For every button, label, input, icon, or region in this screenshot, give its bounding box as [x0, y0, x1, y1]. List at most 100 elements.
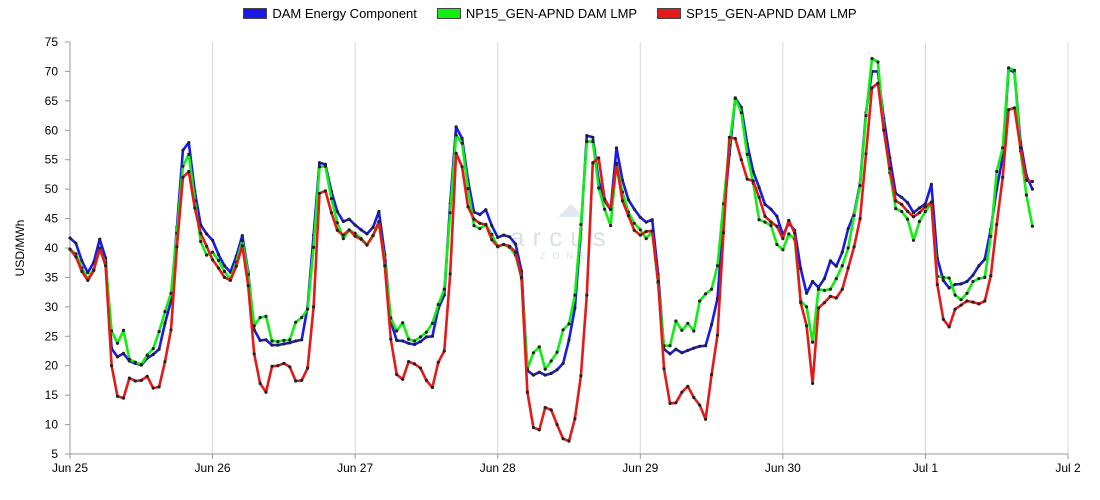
data-point[interactable] [787, 218, 791, 222]
data-point[interactable] [650, 229, 654, 233]
data-point[interactable] [686, 384, 690, 388]
data-point[interactable] [917, 219, 922, 224]
data-point[interactable] [240, 239, 244, 243]
data-point[interactable] [876, 81, 880, 85]
data-point[interactable] [692, 346, 696, 350]
data-point[interactable] [199, 239, 203, 244]
data-point[interactable] [127, 357, 131, 361]
data-point[interactable] [763, 220, 767, 224]
data-point[interactable] [603, 197, 607, 201]
data-point[interactable] [775, 224, 779, 228]
data-point[interactable] [86, 278, 90, 282]
data-point[interactable] [365, 243, 369, 247]
data-point[interactable] [805, 291, 809, 295]
data-point[interactable] [341, 219, 345, 224]
data-point[interactable] [216, 258, 221, 262]
data-point[interactable] [466, 205, 470, 209]
data-point[interactable] [205, 232, 209, 236]
data-point[interactable] [846, 266, 850, 270]
data-point[interactable] [900, 195, 904, 199]
data-point[interactable] [965, 291, 969, 295]
data-point[interactable] [1018, 146, 1023, 150]
data-point[interactable] [644, 237, 648, 241]
data-point[interactable] [282, 361, 286, 365]
data-point[interactable] [531, 373, 536, 377]
data-point[interactable] [947, 276, 951, 280]
data-point[interactable] [906, 201, 910, 205]
data-point[interactable] [74, 241, 78, 245]
data-point[interactable] [145, 374, 149, 378]
data-point[interactable] [799, 301, 803, 305]
data-point[interactable] [626, 214, 631, 218]
data-point[interactable] [513, 242, 518, 246]
data-point[interactable] [454, 133, 458, 137]
data-point[interactable] [662, 367, 666, 371]
data-point[interactable] [478, 221, 482, 225]
data-point[interactable] [793, 231, 797, 235]
data-point[interactable] [692, 329, 696, 333]
data-point[interactable] [359, 228, 363, 232]
data-point[interactable] [828, 259, 833, 263]
data-point[interactable] [448, 211, 452, 215]
data-point[interactable] [573, 293, 577, 297]
data-point[interactable] [187, 141, 191, 145]
data-point[interactable] [739, 111, 743, 115]
data-point[interactable] [840, 264, 844, 268]
legend-item-np15[interactable]: NP15_GEN-APND DAM LMP [436, 6, 637, 21]
data-point[interactable] [401, 377, 405, 381]
data-point[interactable] [418, 366, 423, 370]
data-point[interactable] [187, 152, 191, 156]
data-point[interactable] [686, 321, 690, 325]
data-point[interactable] [971, 300, 975, 304]
data-point[interactable] [115, 341, 120, 345]
data-point[interactable] [828, 294, 833, 298]
data-point[interactable] [169, 291, 173, 295]
data-point[interactable] [531, 351, 536, 355]
data-point[interactable] [799, 267, 803, 271]
data-point[interactable] [1012, 68, 1017, 72]
data-point[interactable] [549, 371, 553, 375]
data-point[interactable] [193, 206, 197, 210]
data-point[interactable] [745, 152, 749, 156]
data-point[interactable] [133, 360, 137, 364]
data-point[interactable] [478, 227, 482, 231]
data-point[interactable] [288, 365, 292, 369]
data-point[interactable] [347, 228, 351, 232]
data-point[interactable] [585, 139, 589, 144]
data-point[interactable] [947, 286, 951, 290]
data-point[interactable] [834, 264, 838, 268]
data-point[interactable] [561, 437, 565, 441]
data-point[interactable] [822, 301, 827, 305]
data-point[interactable] [317, 165, 322, 169]
data-point[interactable] [1030, 224, 1034, 228]
data-point[interactable] [674, 401, 678, 405]
data-point[interactable] [270, 343, 274, 347]
data-point[interactable] [205, 253, 209, 257]
data-point[interactable] [139, 362, 143, 367]
data-point[interactable] [870, 86, 874, 90]
series-line[interactable] [69, 67, 1034, 377]
data-point[interactable] [870, 56, 874, 61]
data-point[interactable] [757, 195, 761, 199]
data-point[interactable] [1007, 66, 1011, 70]
data-point[interactable] [894, 199, 898, 203]
data-point[interactable] [632, 207, 636, 211]
data-point[interactable] [650, 218, 654, 222]
data-point[interactable] [341, 237, 345, 241]
data-point[interactable] [614, 162, 619, 166]
data-point[interactable] [763, 214, 767, 218]
data-point[interactable] [407, 360, 411, 364]
data-point[interactable] [294, 339, 298, 343]
data-point[interactable] [953, 293, 957, 297]
data-point[interactable] [270, 364, 274, 368]
data-point[interactable] [222, 264, 227, 268]
data-point[interactable] [858, 217, 862, 221]
data-point[interactable] [585, 134, 589, 138]
data-point[interactable] [632, 228, 636, 232]
data-point[interactable] [656, 279, 660, 284]
data-point[interactable] [335, 228, 339, 232]
data-point[interactable] [816, 306, 821, 310]
data-point[interactable] [121, 328, 126, 332]
data-point[interactable] [127, 376, 131, 380]
data-point[interactable] [365, 232, 369, 236]
